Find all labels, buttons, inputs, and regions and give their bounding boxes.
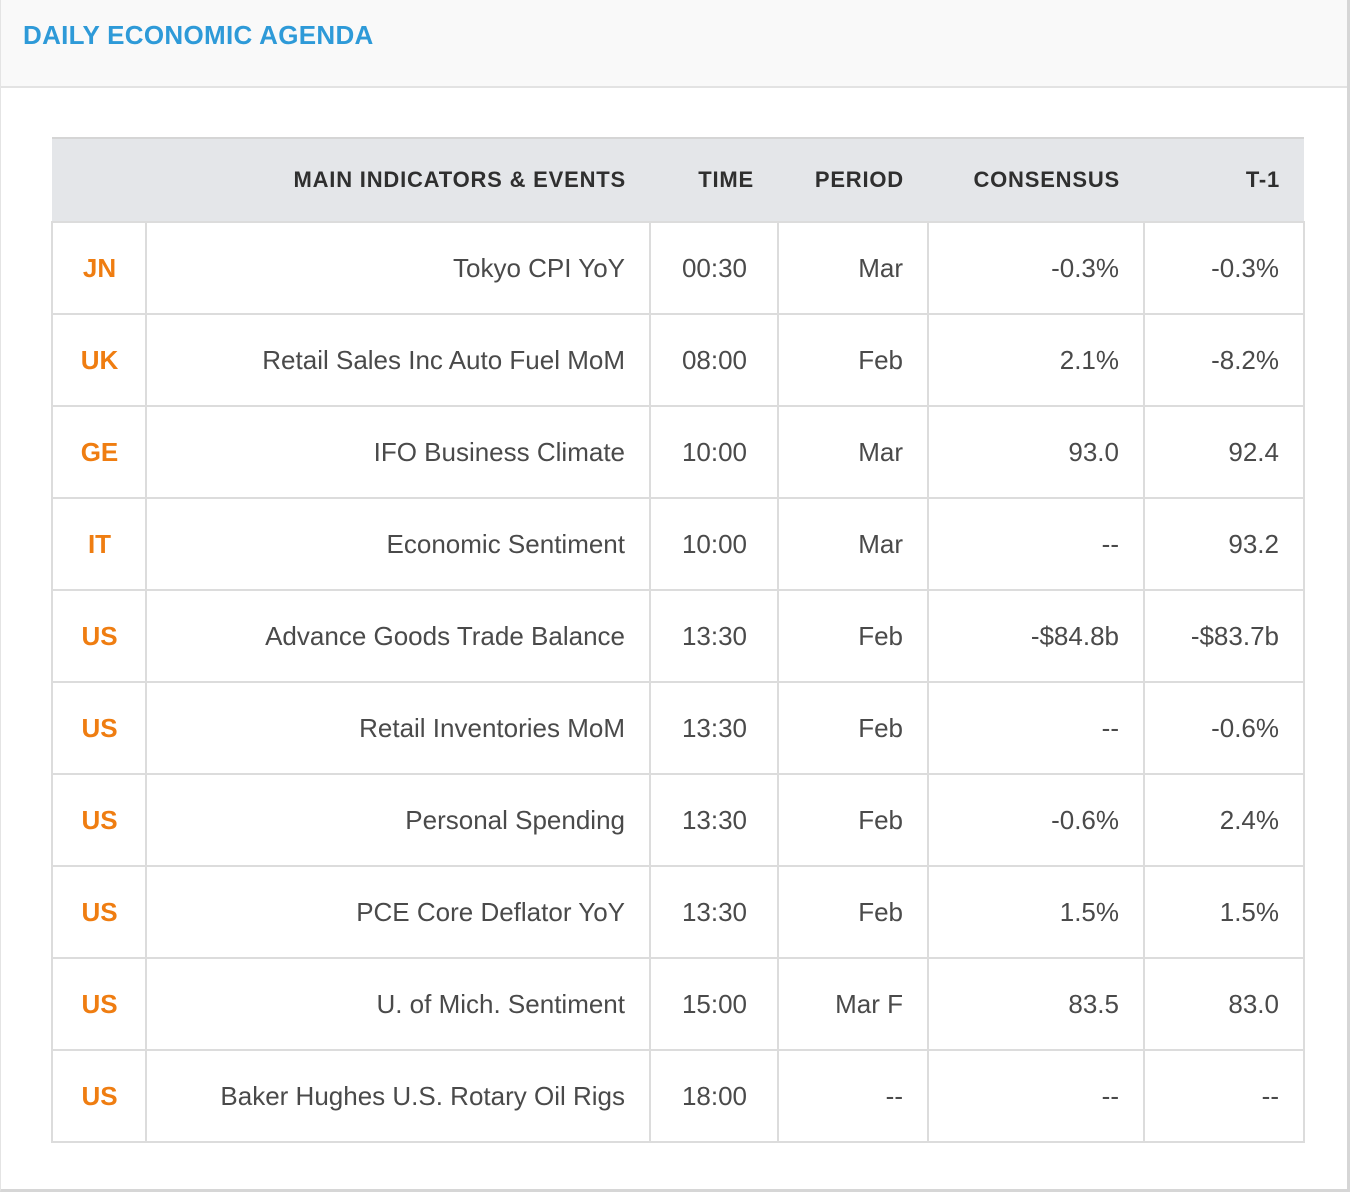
consensus-value: -- [927,497,1145,591]
table-row: US Personal Spending 13:30 Feb -0.6% 2.4% [51,773,1305,867]
indicator-name: PCE Core Deflator YoY [145,865,651,959]
event-time: 08:00 [649,313,779,407]
prior-value: 92.4 [1143,405,1305,499]
header-indicator: MAIN INDICATORS & EVENTS [146,137,650,222]
table-row: US Advance Goods Trade Balance 13:30 Feb -$8… [51,589,1305,683]
country-code: US [51,773,147,867]
event-time: 13:30 [649,865,779,959]
country-code: IT [51,497,147,591]
indicator-name: Advance Goods Trade Balance [145,589,651,683]
table-row: GE IFO Business Climate 10:00 Mar 93.0 92.4 [51,405,1305,499]
header-prior: T-1 [1144,137,1304,222]
event-time: 13:30 [649,773,779,867]
consensus-value: -- [927,1049,1145,1143]
indicator-name: U. of Mich. Sentiment [145,957,651,1051]
prior-value: 1.5% [1143,865,1305,959]
indicator-name: Economic Sentiment [145,497,651,591]
indicator-name: Baker Hughes U.S. Rotary Oil Rigs [145,1049,651,1143]
prior-value: 2.4% [1143,773,1305,867]
event-time: 13:30 [649,589,779,683]
prior-value: -8.2% [1143,313,1305,407]
country-code: US [51,1049,147,1143]
table-row: UK Retail Sales Inc Auto Fuel MoM 08:00 Feb… [51,313,1305,407]
event-period: Feb [777,589,929,683]
event-time: 15:00 [649,957,779,1051]
prior-value: -- [1143,1049,1305,1143]
event-period: Feb [777,865,929,959]
event-time: 10:00 [649,405,779,499]
event-period: Mar [777,221,929,315]
consensus-value: -$84.8b [927,589,1145,683]
header-country [52,137,146,222]
header-period: PERIOD [778,137,928,222]
event-time: 13:30 [649,681,779,775]
country-code: UK [51,313,147,407]
panel-header: DAILY ECONOMIC AGENDA [1,0,1347,88]
prior-value: -0.6% [1143,681,1305,775]
prior-value: -0.3% [1143,221,1305,315]
table-header: MAIN INDICATORS & EVENTS TIME PERIOD CON… [52,137,1304,222]
event-period: Feb [777,681,929,775]
indicator-name: Personal Spending [145,773,651,867]
table-row: US PCE Core Deflator YoY 13:30 Feb 1.5% 1.5% [51,865,1305,959]
prior-value: 83.0 [1143,957,1305,1051]
indicator-name: Retail Sales Inc Auto Fuel MoM [145,313,651,407]
header-row: MAIN INDICATORS & EVENTS TIME PERIOD CON… [52,137,1304,222]
table-row: IT Economic Sentiment 10:00 Mar -- 93.2 [51,497,1305,591]
country-code: JN [51,221,147,315]
indicator-name: Tokyo CPI YoY [145,221,651,315]
consensus-value: 1.5% [927,865,1145,959]
table-body: JN Tokyo CPI YoY 00:30 Mar -0.3% -0.3% UK Retai… [51,221,1305,1143]
country-code: GE [51,405,147,499]
panel-title: DAILY ECONOMIC AGENDA [23,20,374,50]
event-time: 10:00 [649,497,779,591]
consensus-value: 83.5 [927,957,1145,1051]
consensus-value: -- [927,681,1145,775]
consensus-value: -0.6% [927,773,1145,867]
table-row: US Retail Inventories MoM 13:30 Feb -- -0.6% [51,681,1305,775]
consensus-value: 93.0 [927,405,1145,499]
event-time: 18:00 [649,1049,779,1143]
header-time: TIME [650,137,778,222]
prior-value: -$83.7b [1143,589,1305,683]
consensus-value: 2.1% [927,313,1145,407]
event-period: -- [777,1049,929,1143]
country-code: US [51,589,147,683]
table-row: US U. of Mich. Sentiment 15:00 Mar F 83.5 83.… [51,957,1305,1051]
event-period: Mar F [777,957,929,1051]
indicator-name: Retail Inventories MoM [145,681,651,775]
event-period: Feb [777,313,929,407]
event-period: Feb [777,773,929,867]
agenda-table: MAIN INDICATORS & EVENTS TIME PERIOD CON… [51,137,1305,1143]
agenda-table-wrapper: MAIN INDICATORS & EVENTS TIME PERIOD CON… [51,137,1305,1143]
table-row: US Baker Hughes U.S. Rotary Oil Rigs 18:00… [51,1049,1305,1143]
consensus-value: -0.3% [927,221,1145,315]
event-time: 00:30 [649,221,779,315]
event-period: Mar [777,405,929,499]
country-code: US [51,865,147,959]
indicator-name: IFO Business Climate [145,405,651,499]
country-code: US [51,681,147,775]
table-row: JN Tokyo CPI YoY 00:30 Mar -0.3% -0.3% [51,221,1305,315]
prior-value: 93.2 [1143,497,1305,591]
event-period: Mar [777,497,929,591]
country-code: US [51,957,147,1051]
header-consensus: CONSENSUS [928,137,1144,222]
